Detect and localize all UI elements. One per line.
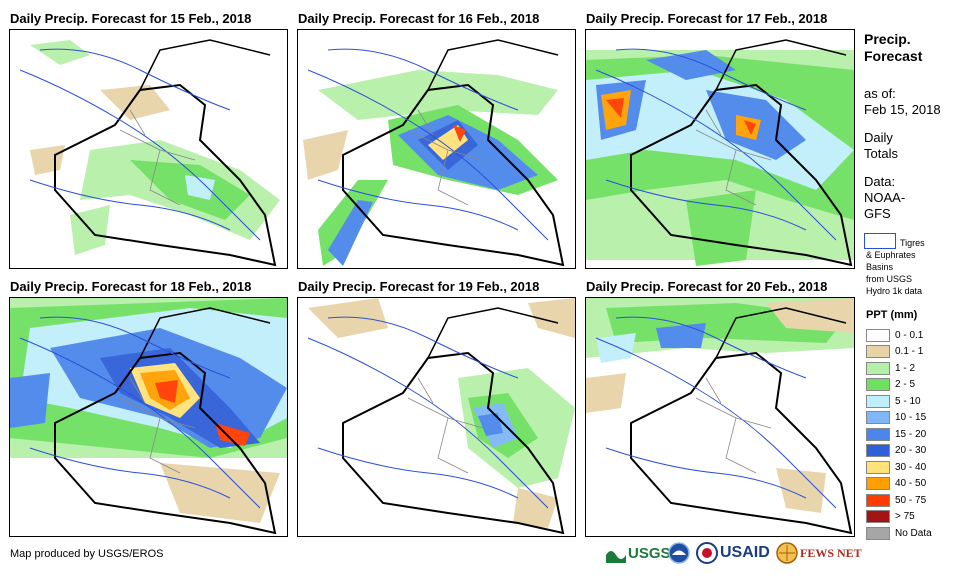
legend-label: 15 - 20 bbox=[895, 428, 927, 440]
sidebar-daily: Daily Totals bbox=[864, 130, 898, 162]
legend-swatch bbox=[866, 378, 890, 391]
legend-swatch bbox=[866, 526, 890, 540]
basin-line4: from USGS bbox=[866, 274, 913, 284]
legend-item: 0 - 0.1 bbox=[866, 328, 923, 342]
usgs-logo: USGS bbox=[606, 542, 671, 564]
sidebar-title-line1: Precip. bbox=[864, 31, 911, 47]
sidebar-asof-line1: as of: bbox=[864, 86, 896, 101]
panel-title-18-feb: Daily Precip. Forecast for 18 Feb., 2018 bbox=[10, 279, 252, 294]
legend-label: 2 - 5 bbox=[895, 379, 916, 390]
panel-title-15-feb: Daily Precip. Forecast for 15 Feb., 2018 bbox=[10, 11, 252, 26]
fewsnet-globe-icon bbox=[776, 542, 798, 564]
legend-label: 0 - 0.1 bbox=[895, 329, 924, 341]
legend-item: 1 - 2 bbox=[866, 361, 915, 375]
sidebar-data-line3: GFS bbox=[864, 206, 891, 221]
basin-legend-text: Tigres & Euphrates Basins from USGS Hydr… bbox=[866, 237, 966, 297]
legend-swatch bbox=[866, 411, 890, 424]
forecast-map-19-feb bbox=[297, 297, 576, 537]
usaid-seal-icon bbox=[696, 542, 718, 564]
legend-swatch bbox=[866, 427, 890, 441]
legend-swatch bbox=[866, 493, 890, 507]
basin-line3: Basins bbox=[866, 262, 894, 272]
legend-swatch bbox=[866, 394, 890, 408]
basin-line2: & Euphrates bbox=[866, 250, 916, 260]
legend-swatch bbox=[866, 361, 890, 375]
panel-title-19-feb: Daily Precip. Forecast for 19 Feb., 2018 bbox=[298, 279, 540, 294]
legend-item: 0.1 - 1 bbox=[866, 345, 923, 359]
noaa-logo bbox=[668, 542, 690, 564]
sidebar-title-line2: Forecast bbox=[864, 48, 923, 64]
sidebar-daily-line2: Totals bbox=[864, 146, 898, 161]
sidebar-asof: as of: Feb 15, 2018 bbox=[864, 86, 941, 118]
forecast-map-16-feb bbox=[297, 29, 576, 269]
legend-label: 50 - 75 bbox=[895, 494, 927, 506]
basin-legend-swatch bbox=[864, 233, 896, 249]
legend-item: 15 - 20 bbox=[866, 427, 926, 441]
legend-label: 40 - 50 bbox=[895, 478, 927, 489]
usaid-logo-text: USAID bbox=[720, 544, 770, 561]
basin-line5: Hydro 1k data bbox=[866, 286, 923, 296]
legend-item: 20 - 30 bbox=[866, 444, 926, 458]
legend-label: > 75 bbox=[895, 511, 915, 522]
legend-swatch bbox=[866, 444, 890, 457]
legend-item: 50 - 75 bbox=[866, 493, 926, 507]
usgs-wave-icon bbox=[606, 551, 626, 563]
forecast-map-17-feb bbox=[585, 29, 855, 269]
legend-label: 20 - 30 bbox=[895, 445, 927, 456]
legend-item: > 75 bbox=[866, 510, 915, 524]
legend-label: 1 - 2 bbox=[895, 362, 916, 374]
fewsnet-logo-text: FEWS NET bbox=[800, 545, 862, 560]
sidebar-data-line2: NOAA- bbox=[864, 190, 906, 205]
legend-item: No Data bbox=[866, 526, 932, 540]
legend-swatch bbox=[866, 328, 890, 342]
legend-item: 2 - 5 bbox=[866, 378, 915, 392]
legend-label: 10 - 15 bbox=[895, 412, 927, 423]
forecast-map-15-feb bbox=[9, 29, 288, 269]
legend-label: 0.1 - 1 bbox=[895, 346, 924, 357]
forecast-map-18-feb bbox=[9, 297, 288, 537]
usgs-logo-text: USGS bbox=[628, 544, 671, 562]
legend-label: 5 - 10 bbox=[895, 395, 921, 407]
legend-label: 30 - 40 bbox=[895, 461, 927, 473]
legend-item: 10 - 15 bbox=[866, 411, 926, 425]
legend-swatch bbox=[866, 477, 890, 490]
legend-swatch bbox=[866, 510, 890, 523]
legend-swatch bbox=[866, 345, 890, 358]
panel-title-17-feb: Daily Precip. Forecast for 17 Feb., 2018 bbox=[586, 11, 828, 26]
legend-swatch bbox=[866, 460, 890, 474]
noaa-seal-icon bbox=[668, 542, 690, 564]
map-credit: Map produced by USGS/EROS bbox=[10, 548, 164, 560]
sidebar-asof-line2: Feb 15, 2018 bbox=[864, 102, 941, 117]
panel-title-20-feb: Daily Precip. Forecast for 20 Feb., 2018 bbox=[586, 279, 828, 294]
fewsnet-logo: FEWS NET bbox=[776, 542, 862, 564]
usaid-logo: USAID bbox=[696, 542, 770, 564]
sidebar-data-source: Data: NOAA- GFS bbox=[864, 174, 905, 222]
sidebar-title: Precip. Forecast bbox=[864, 31, 922, 65]
legend-item: 5 - 10 bbox=[866, 394, 921, 408]
forecast-map-20-feb bbox=[585, 297, 855, 537]
sidebar-daily-line1: Daily bbox=[864, 130, 893, 145]
basin-line1: Tigres bbox=[900, 238, 925, 248]
sidebar-data-line1: Data: bbox=[864, 174, 896, 189]
legend-title: PPT (mm) bbox=[866, 309, 918, 321]
legend-item: 30 - 40 bbox=[866, 460, 926, 474]
legend-item: 40 - 50 bbox=[866, 477, 926, 491]
panel-title-16-feb: Daily Precip. Forecast for 16 Feb., 2018 bbox=[298, 11, 540, 26]
legend-label: No Data bbox=[895, 527, 932, 539]
